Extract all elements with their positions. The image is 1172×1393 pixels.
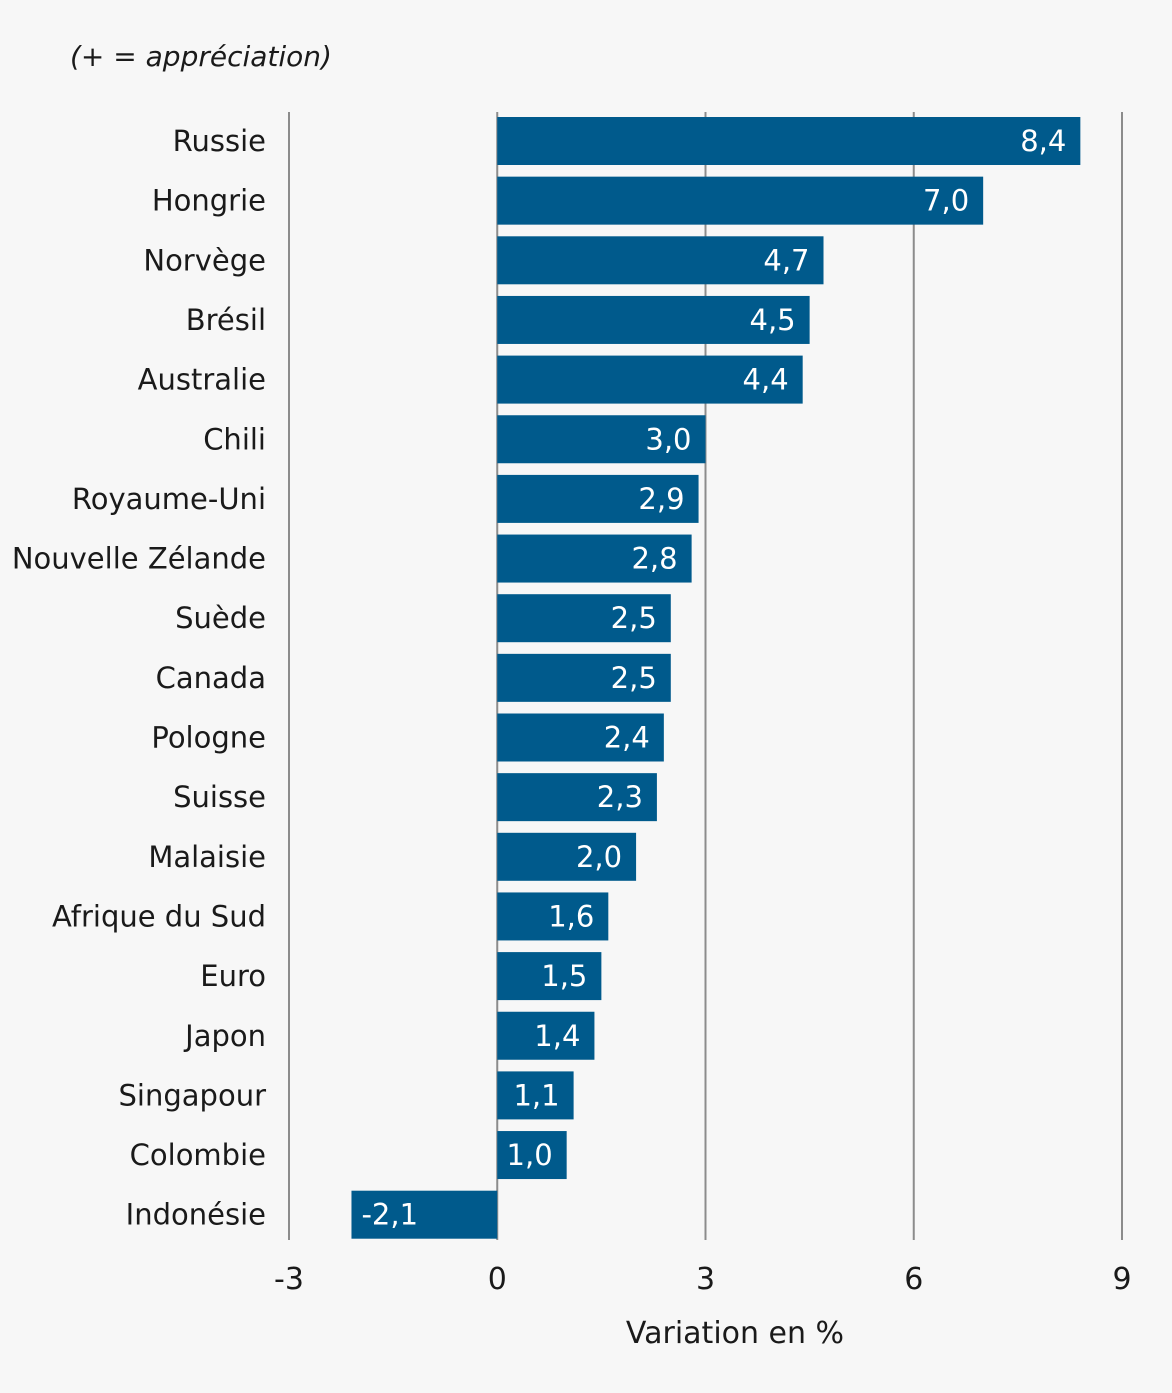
value-label: 1,5 (541, 959, 587, 993)
value-label: 2,9 (638, 482, 684, 516)
value-label: 2,4 (604, 721, 650, 755)
category-label: Australie (138, 363, 266, 397)
x-tick-label: 0 (488, 1262, 507, 1297)
category-label: Afrique du Sud (52, 899, 266, 933)
bars (351, 117, 1081, 1239)
value-label: 2,5 (611, 661, 657, 695)
value-label: -2,1 (361, 1198, 418, 1232)
category-label: Russie (173, 124, 266, 158)
category-label: Euro (200, 959, 266, 993)
value-labels: 8,4 7,0 4,7 4,5 4,4 3,0 2,9 2,8 2,5 2,5 2,4 2,3 2,0 1… (361, 124, 1066, 1232)
category-label: Canada (156, 661, 266, 695)
x-axis-title: Variation en % (626, 1316, 844, 1351)
value-label: 1,1 (513, 1078, 559, 1112)
bar (497, 653, 671, 702)
bar (497, 713, 664, 762)
bar (497, 832, 637, 881)
value-label: 2,8 (631, 542, 677, 576)
category-label: Hongrie (152, 184, 266, 218)
bar (497, 594, 671, 643)
value-label: 3,0 (645, 422, 691, 456)
category-label: Chili (203, 422, 266, 456)
bar (497, 1131, 567, 1180)
category-label: Suisse (173, 780, 266, 814)
value-label: 1,0 (507, 1138, 553, 1172)
value-label: 2,3 (597, 780, 643, 814)
value-label: 2,0 (576, 840, 622, 874)
value-label: 1,6 (548, 899, 594, 933)
bar (497, 892, 609, 941)
bar (497, 295, 810, 344)
value-label: 4,7 (763, 243, 809, 277)
bar (497, 534, 692, 583)
chart-annotation: (+ = appréciation) (70, 40, 332, 73)
bar (497, 415, 706, 464)
category-label: Nouvelle Zélande (12, 542, 266, 576)
bar (497, 1071, 574, 1120)
bar (497, 952, 602, 1001)
category-label: Japon (183, 1019, 266, 1053)
x-tick-label: 9 (1112, 1262, 1131, 1297)
category-label: Indonésie (126, 1198, 266, 1232)
bar (497, 176, 984, 225)
category-label: Suède (175, 601, 266, 635)
bar (497, 773, 657, 822)
category-label: Norvège (143, 243, 266, 277)
category-label: Pologne (151, 721, 266, 755)
value-label: 4,4 (743, 363, 789, 397)
value-label: 2,5 (611, 601, 657, 635)
bar (497, 355, 803, 404)
category-label: Brésil (186, 303, 266, 337)
bar (351, 1190, 498, 1239)
bar (497, 236, 824, 285)
category-label: Royaume-Uni (72, 482, 266, 516)
value-label: 1,4 (534, 1019, 580, 1053)
x-tick-labels: -3 0 3 6 9 (274, 1262, 1132, 1297)
bar (497, 117, 1081, 165)
category-label: Malaisie (148, 840, 266, 874)
x-tick-label: 6 (904, 1262, 923, 1297)
bar (497, 1011, 595, 1060)
value-label: 7,0 (923, 184, 969, 218)
category-label: Singapour (119, 1078, 267, 1112)
category-label: Colombie (130, 1138, 266, 1172)
x-tick-label: -3 (274, 1262, 304, 1297)
value-label: 8,4 (1020, 124, 1066, 158)
bar (497, 474, 699, 523)
x-tick-label: 3 (696, 1262, 715, 1297)
category-labels: Russie Hongrie Norvège Brésil Australie Chili… (12, 124, 266, 1232)
value-label: 4,5 (750, 303, 796, 337)
